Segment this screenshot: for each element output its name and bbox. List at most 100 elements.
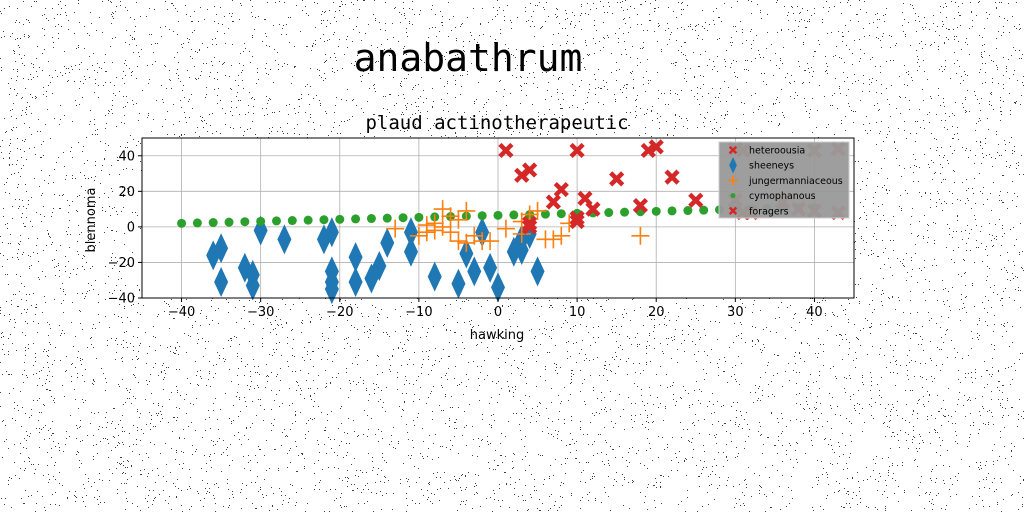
y-tick-label: 0 <box>127 220 135 235</box>
data-point <box>620 207 630 217</box>
series-sheeneys <box>206 215 545 305</box>
data-point <box>303 215 313 225</box>
data-point <box>467 256 482 287</box>
data-point <box>414 212 424 222</box>
data-point <box>324 274 339 305</box>
x-tick-label: −10 <box>405 305 432 320</box>
data-point <box>245 270 260 301</box>
data-point <box>522 219 538 235</box>
data-point <box>441 207 460 226</box>
data-point <box>409 226 428 245</box>
data-point <box>457 201 476 220</box>
data-point <box>348 267 363 297</box>
data-point <box>457 233 476 252</box>
legend-item: cymophanous <box>730 191 816 202</box>
legend-label: foragers <box>749 206 789 217</box>
data-point <box>372 251 387 281</box>
data-point <box>544 230 563 249</box>
data-point <box>380 227 395 258</box>
data-point <box>208 218 218 228</box>
data-point <box>366 214 376 224</box>
x-tick-label: −30 <box>247 305 274 320</box>
data-point <box>522 215 538 231</box>
data-point <box>351 214 361 224</box>
x-tick-label: 0 <box>494 305 502 320</box>
data-point <box>214 233 229 264</box>
data-point <box>483 252 498 283</box>
data-point <box>271 216 281 226</box>
data-point <box>509 210 519 220</box>
data-point <box>569 210 585 226</box>
data-point <box>604 208 614 218</box>
data-point <box>451 268 466 299</box>
data-point <box>553 181 569 198</box>
data-point <box>545 194 561 210</box>
legend-label: sheeneys <box>749 161 794 172</box>
data-point <box>441 223 460 242</box>
data-point <box>256 216 266 226</box>
data-point <box>609 171 625 187</box>
y-tick-label: 20 <box>118 185 135 200</box>
x-axis-label: hawking <box>470 328 524 343</box>
data-point <box>386 219 405 238</box>
y-tick-label: −20 <box>108 256 135 271</box>
figure-suptitle: anabathrum <box>353 36 583 80</box>
series-foragers <box>498 139 704 235</box>
data-point <box>433 200 452 219</box>
legend-marker <box>729 156 737 174</box>
data-point <box>477 211 487 221</box>
data-point <box>335 214 345 224</box>
data-point <box>319 215 329 225</box>
data-point <box>632 197 648 214</box>
data-point <box>449 210 468 229</box>
data-point <box>214 267 229 297</box>
data-point <box>530 256 545 287</box>
legend-item: heteroousia <box>728 145 805 157</box>
data-point <box>540 209 550 219</box>
data-point <box>398 213 408 223</box>
data-point <box>556 209 566 219</box>
legend-item: foragers <box>728 206 789 217</box>
data-point <box>651 206 661 216</box>
x-tick-label: 40 <box>806 305 823 320</box>
data-point <box>491 272 505 303</box>
x-tick-label: 30 <box>727 305 744 320</box>
data-point <box>512 225 531 243</box>
legend-marker <box>728 145 738 155</box>
legend-marker <box>728 206 738 215</box>
data-point <box>403 236 418 267</box>
data-point <box>585 201 601 217</box>
data-point <box>496 219 515 238</box>
legend: heteroousia sheeneys jungermanniaceous cymo… <box>718 141 850 219</box>
data-point <box>569 213 585 230</box>
data-point <box>427 261 442 292</box>
data-point <box>552 226 571 245</box>
chart-title: plaud actinotherapeutic <box>365 112 628 134</box>
data-point <box>699 205 709 215</box>
data-point <box>277 224 292 255</box>
data-point <box>522 162 538 178</box>
data-point <box>403 217 418 248</box>
data-point <box>425 214 444 233</box>
legend-label: cymophanous <box>749 191 816 202</box>
data-point <box>481 232 500 251</box>
data-point <box>493 210 503 220</box>
data-point <box>688 192 704 208</box>
data-point <box>224 217 234 227</box>
data-point <box>382 213 392 223</box>
data-point <box>287 216 297 226</box>
legend-label: jungermanniaceous <box>748 176 843 187</box>
x-tick-label: 20 <box>648 305 665 320</box>
data-point <box>240 217 250 227</box>
data-point <box>640 142 656 159</box>
y-tick-label: −40 <box>108 292 135 307</box>
data-point <box>667 206 677 216</box>
data-point <box>683 206 693 216</box>
data-point <box>324 217 339 248</box>
x-tick-label: 10 <box>569 305 586 320</box>
legend-marker <box>728 175 738 186</box>
legend-marker <box>730 193 736 199</box>
legend-label: heteroousia <box>749 146 805 157</box>
